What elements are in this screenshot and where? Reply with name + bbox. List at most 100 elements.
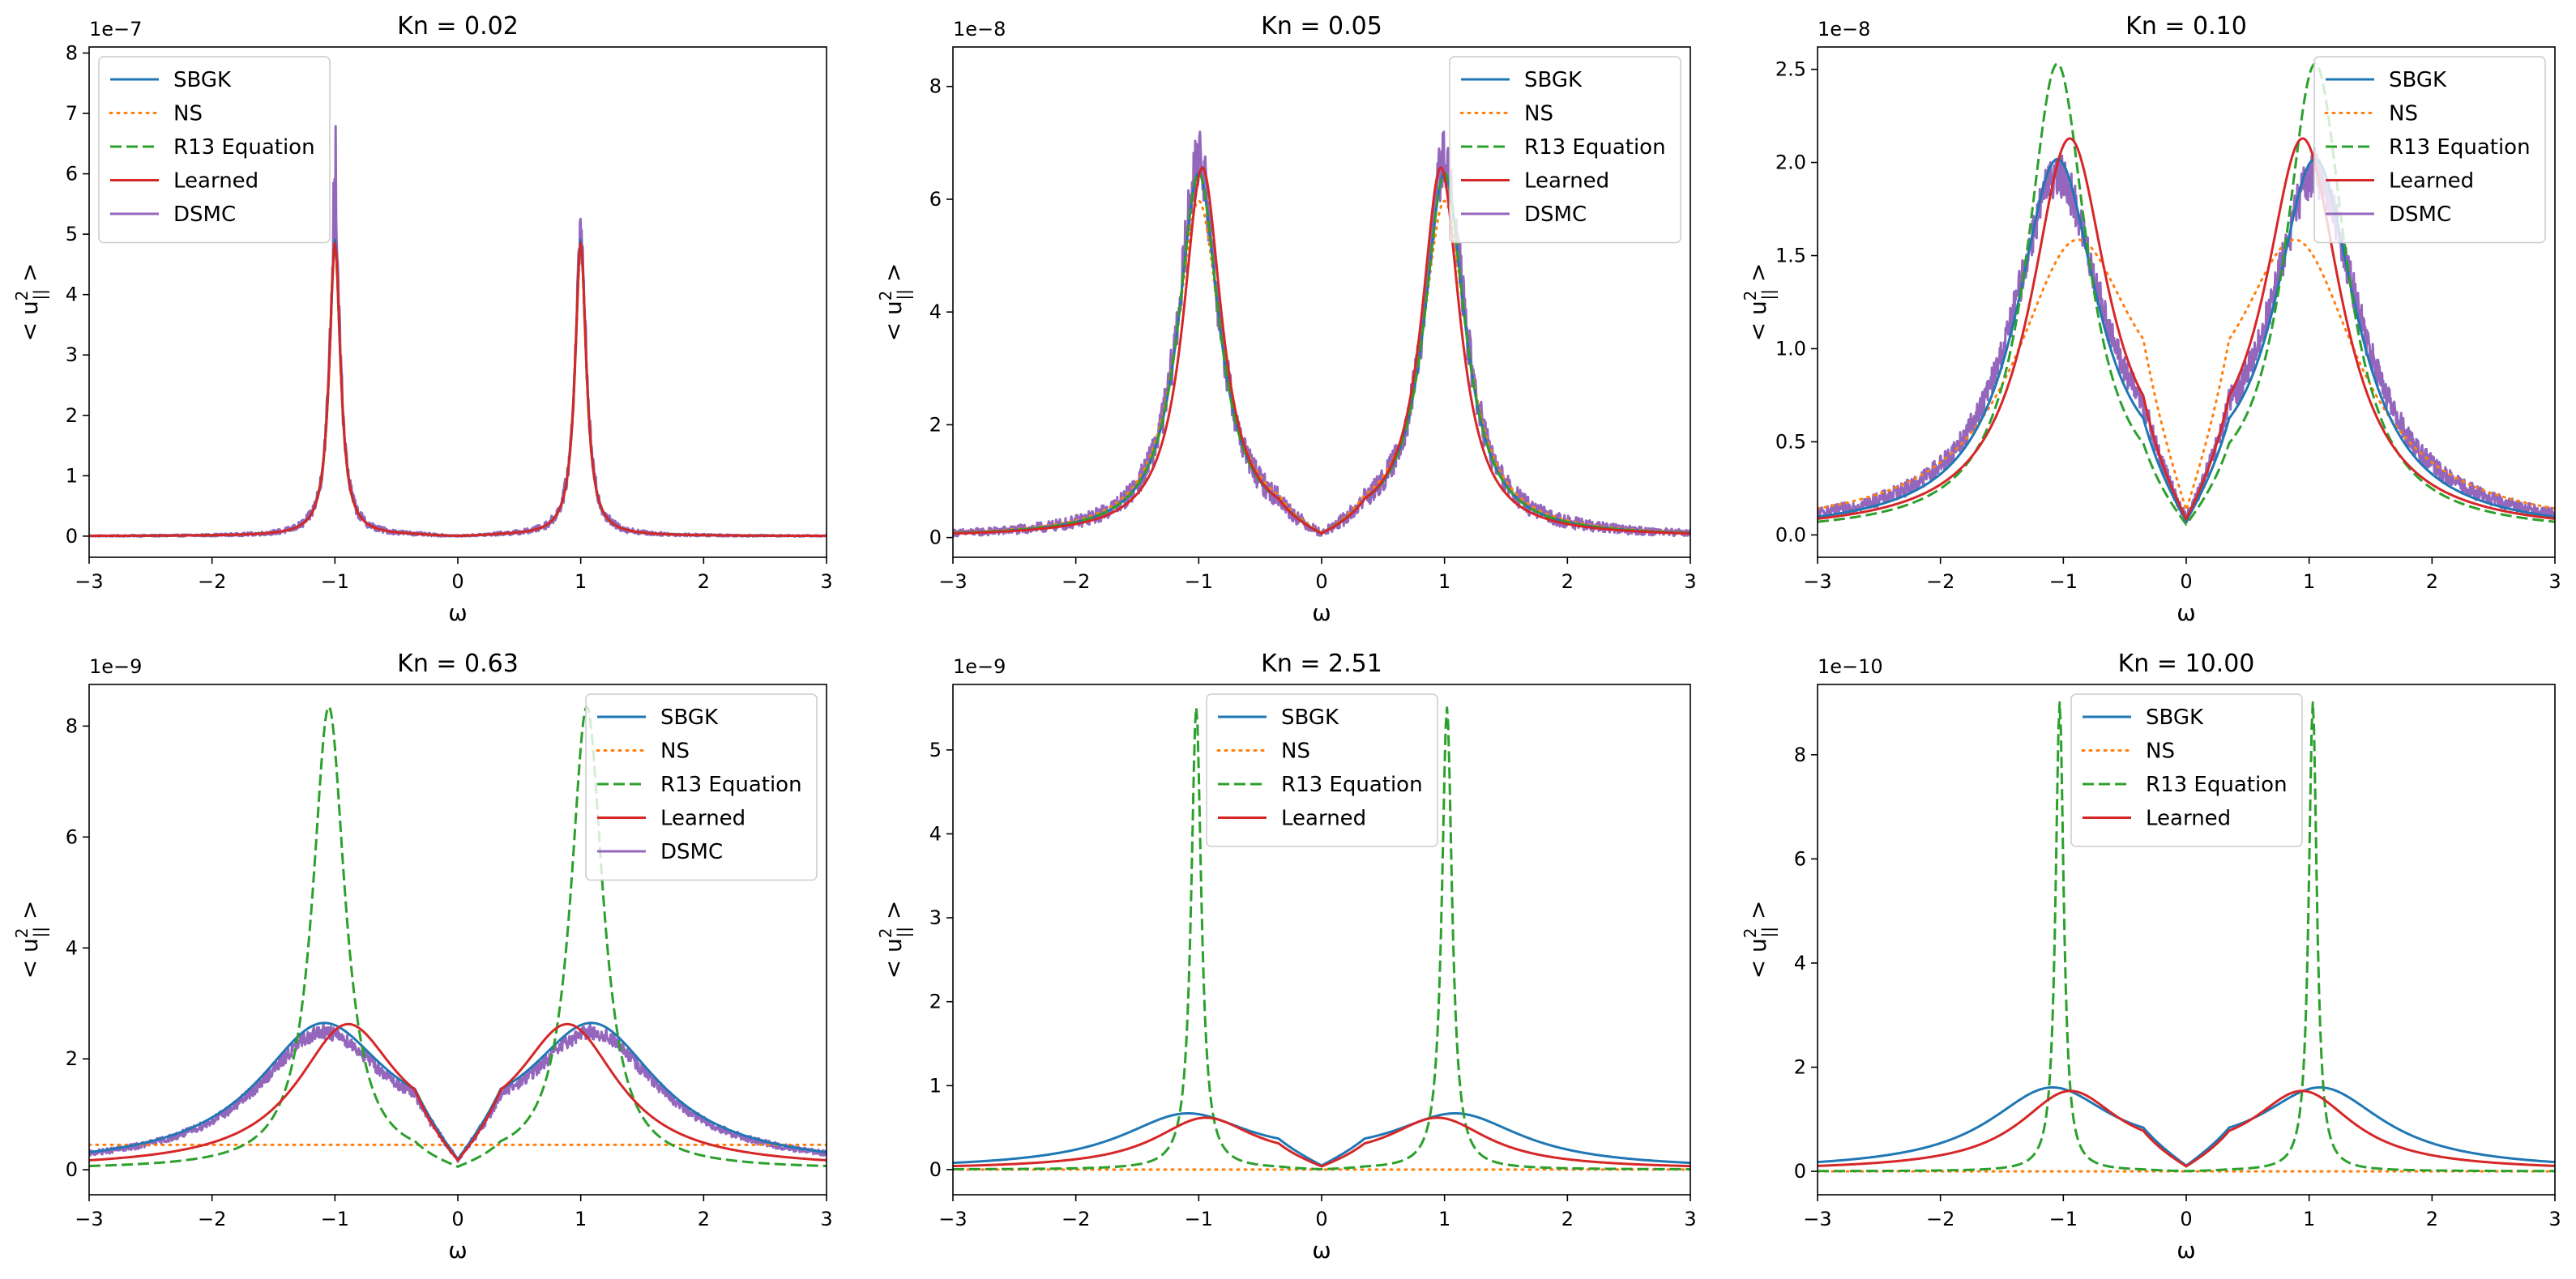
x-tick-label: 2 — [698, 1208, 710, 1230]
x-tick-label: 1 — [2303, 1208, 2315, 1230]
legend-label-sbgk: SBGK — [173, 68, 232, 92]
legend-label-r13-equation: R13 Equation — [173, 135, 315, 160]
series-line-learned — [89, 1022, 827, 1162]
x-tick-label: −1 — [321, 1208, 349, 1230]
series-line-r13-equation — [953, 706, 1690, 1170]
x-tick-label: 1 — [1438, 1208, 1450, 1230]
y-tick-label: 8 — [66, 41, 78, 64]
legend: SBGK NS R13 Equation Learned DSMC — [2313, 56, 2546, 244]
x-tick-label: 1 — [1438, 570, 1450, 593]
y-tick-label: 6 — [66, 825, 78, 848]
y-tick-label: 5 — [929, 739, 942, 761]
subplot-title: Kn = 0.05 — [1261, 12, 1382, 41]
x-tick-label: 2 — [2426, 1208, 2438, 1230]
offset-text: 1e−8 — [1818, 18, 1870, 41]
offset-text: 1e−9 — [89, 655, 142, 678]
y-tick-label: 5 — [66, 223, 78, 245]
y-tick-label: 8 — [929, 75, 942, 98]
y-tick-label: 2 — [66, 404, 78, 427]
legend-label-sbgk: SBGK — [660, 706, 719, 730]
series-line-learned — [953, 166, 1690, 535]
y-axis-label: < u2|| > — [1741, 901, 1778, 979]
series-line-learned — [89, 241, 827, 538]
legend-label-r13-equation: R13 Equation — [1281, 773, 1423, 797]
legend-box — [2070, 693, 2303, 847]
x-tick-label: −3 — [938, 570, 967, 593]
y-tick-label: 4 — [929, 301, 942, 323]
legend-label-ns: NS — [660, 740, 690, 764]
legend-box — [2313, 56, 2546, 244]
x-tick-label: 1 — [2303, 570, 2315, 593]
subplot-3: Kn = 0.10 1e−8 −3 −2 −1 0 1 2 3 0.0 0.5 1.0 1.5 2.0 2.… — [1741, 12, 2561, 626]
y-axis-label: < u2|| > — [1741, 263, 1778, 342]
subplot-1: Kn = 0.02 1e−7 −3 −2 −1 0 1 2 3 0 1 2 3 4 5 6 7 8 ω < u2|| … — [12, 12, 833, 626]
y-tick-label: 2 — [1794, 1056, 1806, 1079]
x-tick-label: −2 — [1062, 1208, 1090, 1230]
x-tick-label: −2 — [1926, 1208, 1954, 1230]
legend-label-r13-equation: R13 Equation — [2389, 135, 2531, 160]
legend-label-dsmc: DSMC — [2389, 203, 2451, 227]
x-tick-label: −2 — [1062, 570, 1090, 593]
x-tick-label: 3 — [1684, 1208, 1696, 1230]
x-tick-label: −3 — [1803, 570, 1831, 593]
legend: SBGK NS R13 Equation Learned — [2070, 693, 2303, 847]
x-tick-label: −2 — [1926, 570, 1954, 593]
series-group — [953, 706, 1690, 1171]
y-tick-label: 2.5 — [1775, 58, 1806, 81]
series-line-ns — [1818, 238, 2555, 512]
legend-label-learned: Learned — [2146, 807, 2231, 831]
offset-text: 1e−9 — [953, 655, 1006, 678]
series-line-sbgk — [1818, 157, 2555, 522]
y-tick-label: 4 — [66, 936, 78, 959]
x-tick-label: −3 — [75, 570, 103, 593]
y-tick-label: 2 — [929, 413, 942, 436]
y-tick-label: 1.5 — [1775, 245, 1806, 267]
x-tick-label: 0 — [2180, 1208, 2192, 1230]
y-tick-label: 3 — [929, 906, 942, 929]
y-tick-label: 1 — [929, 1074, 942, 1097]
legend-label-dsmc: DSMC — [173, 203, 236, 227]
x-tick-label: 3 — [2548, 1208, 2561, 1230]
x-tick-label: 0 — [451, 570, 464, 593]
legend-label-learned: Learned — [1281, 807, 1366, 831]
subplot-4: Kn = 0.63 1e−9 −3 −2 −1 0 1 2 3 0 2 4 6 8 ω < u2|| > SBG… — [12, 650, 833, 1264]
series-line-r13-equation — [89, 706, 827, 1168]
series-line-learned — [1818, 1089, 2555, 1168]
series-line-dsmc — [89, 1023, 827, 1163]
legend-label-sbgk: SBGK — [2146, 706, 2204, 730]
legend-label-dsmc: DSMC — [1524, 203, 1587, 227]
x-tick-label: 3 — [1684, 570, 1696, 593]
x-tick-label: −1 — [1185, 570, 1213, 593]
x-tick-label: 3 — [820, 1208, 832, 1230]
x-tick-label: 3 — [2548, 570, 2561, 593]
x-tick-label: 2 — [1561, 570, 1574, 593]
x-tick-label: −2 — [198, 1208, 226, 1230]
series-group — [89, 706, 827, 1168]
x-tick-label: 1 — [575, 1208, 587, 1230]
y-tick-label: 2 — [66, 1047, 78, 1070]
legend-label-ns: NS — [1281, 740, 1310, 764]
x-tick-label: −3 — [1803, 1208, 1831, 1230]
y-tick-label: 1.0 — [1775, 337, 1806, 360]
y-tick-label: 0 — [929, 1158, 942, 1181]
legend-label-sbgk: SBGK — [1524, 68, 1583, 92]
y-tick-label: 6 — [929, 188, 942, 211]
y-tick-label: 2 — [929, 991, 942, 1013]
series-line-r13-equation — [1818, 701, 2555, 1173]
y-tick-label: 0.5 — [1775, 430, 1806, 453]
series-group — [89, 125, 827, 538]
legend-label-learned: Learned — [2389, 169, 2474, 194]
y-tick-label: 0 — [66, 1158, 78, 1181]
subplot-title: Kn = 0.63 — [397, 650, 519, 678]
legend-box — [1206, 693, 1438, 847]
legend-label-learned: Learned — [173, 169, 258, 194]
x-tick-label: −1 — [1185, 1208, 1213, 1230]
x-axis-label: ω — [1312, 1237, 1331, 1264]
y-axis-label: < u2|| > — [12, 263, 49, 342]
legend-label-dsmc: DSMC — [660, 840, 723, 864]
x-tick-label: 2 — [1561, 1208, 1574, 1230]
y-tick-label: 4 — [929, 822, 942, 845]
x-tick-label: 1 — [575, 570, 587, 593]
legend-box — [585, 693, 818, 881]
legend-box — [1449, 56, 1681, 244]
